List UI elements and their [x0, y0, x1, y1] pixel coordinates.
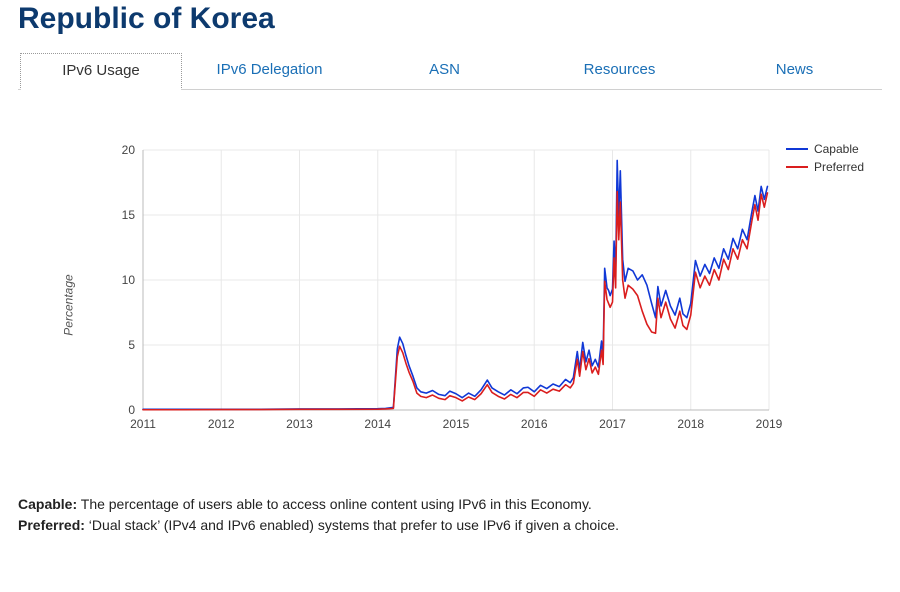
definition-preferred: Preferred: ‘Dual stack’ (IPv4 and IPv6 e…	[18, 515, 882, 536]
svg-text:2018: 2018	[677, 417, 704, 431]
svg-text:2014: 2014	[364, 417, 391, 431]
legend-label-capable: Capable	[814, 142, 859, 156]
page-root: Republic of Korea IPv6 Usage IPv6 Delega…	[0, 0, 900, 592]
svg-text:2017: 2017	[599, 417, 626, 431]
svg-text:2019: 2019	[756, 417, 783, 431]
legend-label-preferred: Preferred	[814, 160, 864, 174]
svg-text:2013: 2013	[286, 417, 313, 431]
legend-item-capable: Capable	[786, 142, 864, 156]
page-title: Republic of Korea	[18, 2, 882, 36]
tab-asn[interactable]: ASN	[357, 53, 532, 90]
svg-text:2016: 2016	[521, 417, 548, 431]
svg-text:2015: 2015	[443, 417, 470, 431]
svg-text:10: 10	[122, 273, 136, 287]
tab-strip: IPv6 Usage IPv6 Delegation ASN Resources…	[18, 52, 882, 90]
line-chart: 0 5 10 15 20 2011 2012 2013 2014 2015 2016 2017 2018…	[18, 140, 900, 440]
legend-swatch-preferred	[786, 166, 808, 168]
svg-text:2011: 2011	[130, 417, 156, 431]
definition-text-preferred: ‘Dual stack’ (IPv4 and IPv6 enabled) sys…	[85, 517, 619, 533]
svg-text:2012: 2012	[208, 417, 235, 431]
y-axis-label: Percentage	[62, 274, 76, 335]
definition-term-capable: Capable:	[18, 496, 77, 512]
definitions: Capable: The percentage of users able to…	[18, 494, 882, 536]
legend-item-preferred: Preferred	[786, 160, 864, 174]
svg-text:0: 0	[128, 403, 135, 417]
definition-text-capable: The percentage of users able to access o…	[77, 496, 592, 512]
legend-swatch-capable	[786, 148, 808, 150]
definition-term-preferred: Preferred:	[18, 517, 85, 533]
tab-ipv6-usage[interactable]: IPv6 Usage	[20, 53, 182, 90]
chart-container: Percentage Capable Preferred 0 5 10 15 20 201…	[18, 140, 882, 470]
svg-text:5: 5	[128, 338, 135, 352]
tab-resources[interactable]: Resources	[532, 53, 707, 90]
tab-ipv6-delegation[interactable]: IPv6 Delegation	[182, 53, 357, 90]
svg-text:20: 20	[122, 143, 136, 157]
tab-news[interactable]: News	[707, 53, 882, 90]
svg-text:15: 15	[122, 208, 136, 222]
definition-capable: Capable: The percentage of users able to…	[18, 494, 882, 515]
chart-legend: Capable Preferred	[786, 142, 864, 178]
